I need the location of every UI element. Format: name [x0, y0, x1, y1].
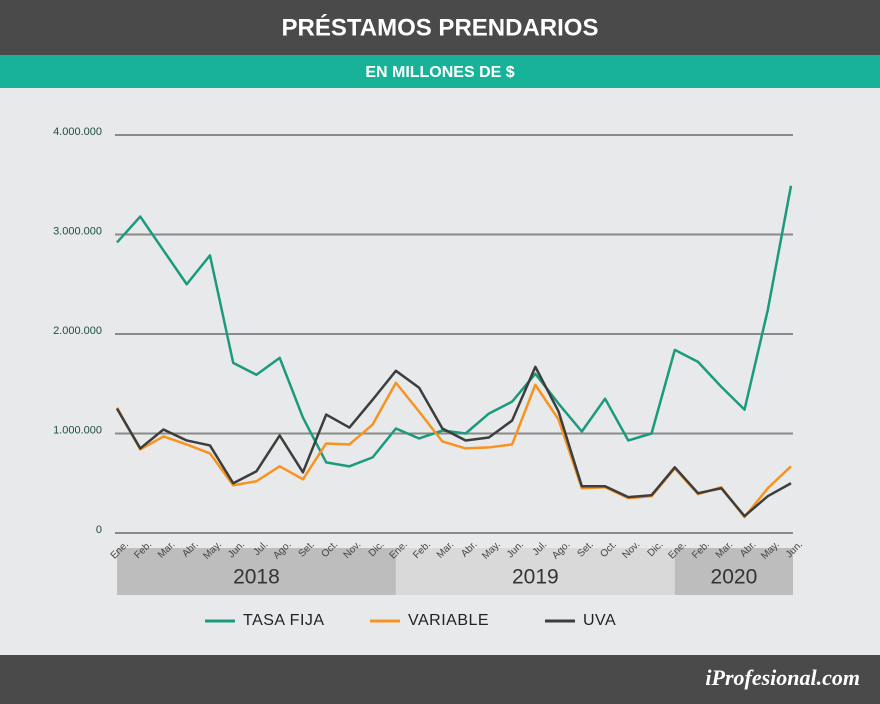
year-label: 2019	[512, 566, 559, 589]
chart-subtitle: EN MILLONES DE $	[365, 64, 514, 81]
footer	[0, 655, 880, 704]
y-tick-label: 2.000.000	[53, 325, 102, 337]
y-tick-label: 0	[96, 524, 102, 536]
legend-label: UVA	[583, 612, 616, 629]
year-band	[117, 548, 396, 595]
y-tick-label: 3.000.000	[53, 225, 102, 237]
y-tick-label: 1.000.000	[53, 424, 102, 436]
chart-title: PRÉSTAMOS PRENDARIOS	[282, 13, 599, 41]
legend-label: TASA FIJA	[243, 612, 325, 629]
subheader	[0, 55, 880, 88]
legend-label: VARIABLE	[408, 612, 489, 629]
line-series	[115, 365, 792, 518]
source: iProfesional.com	[705, 665, 860, 690]
y-tick-label: 4.000.000	[53, 126, 102, 138]
header	[0, 0, 880, 55]
year-label: 2018	[233, 566, 280, 589]
year-label: 2020	[711, 566, 758, 589]
year-band	[674, 548, 793, 595]
line-series	[116, 185, 793, 468]
year-band	[395, 548, 675, 595]
